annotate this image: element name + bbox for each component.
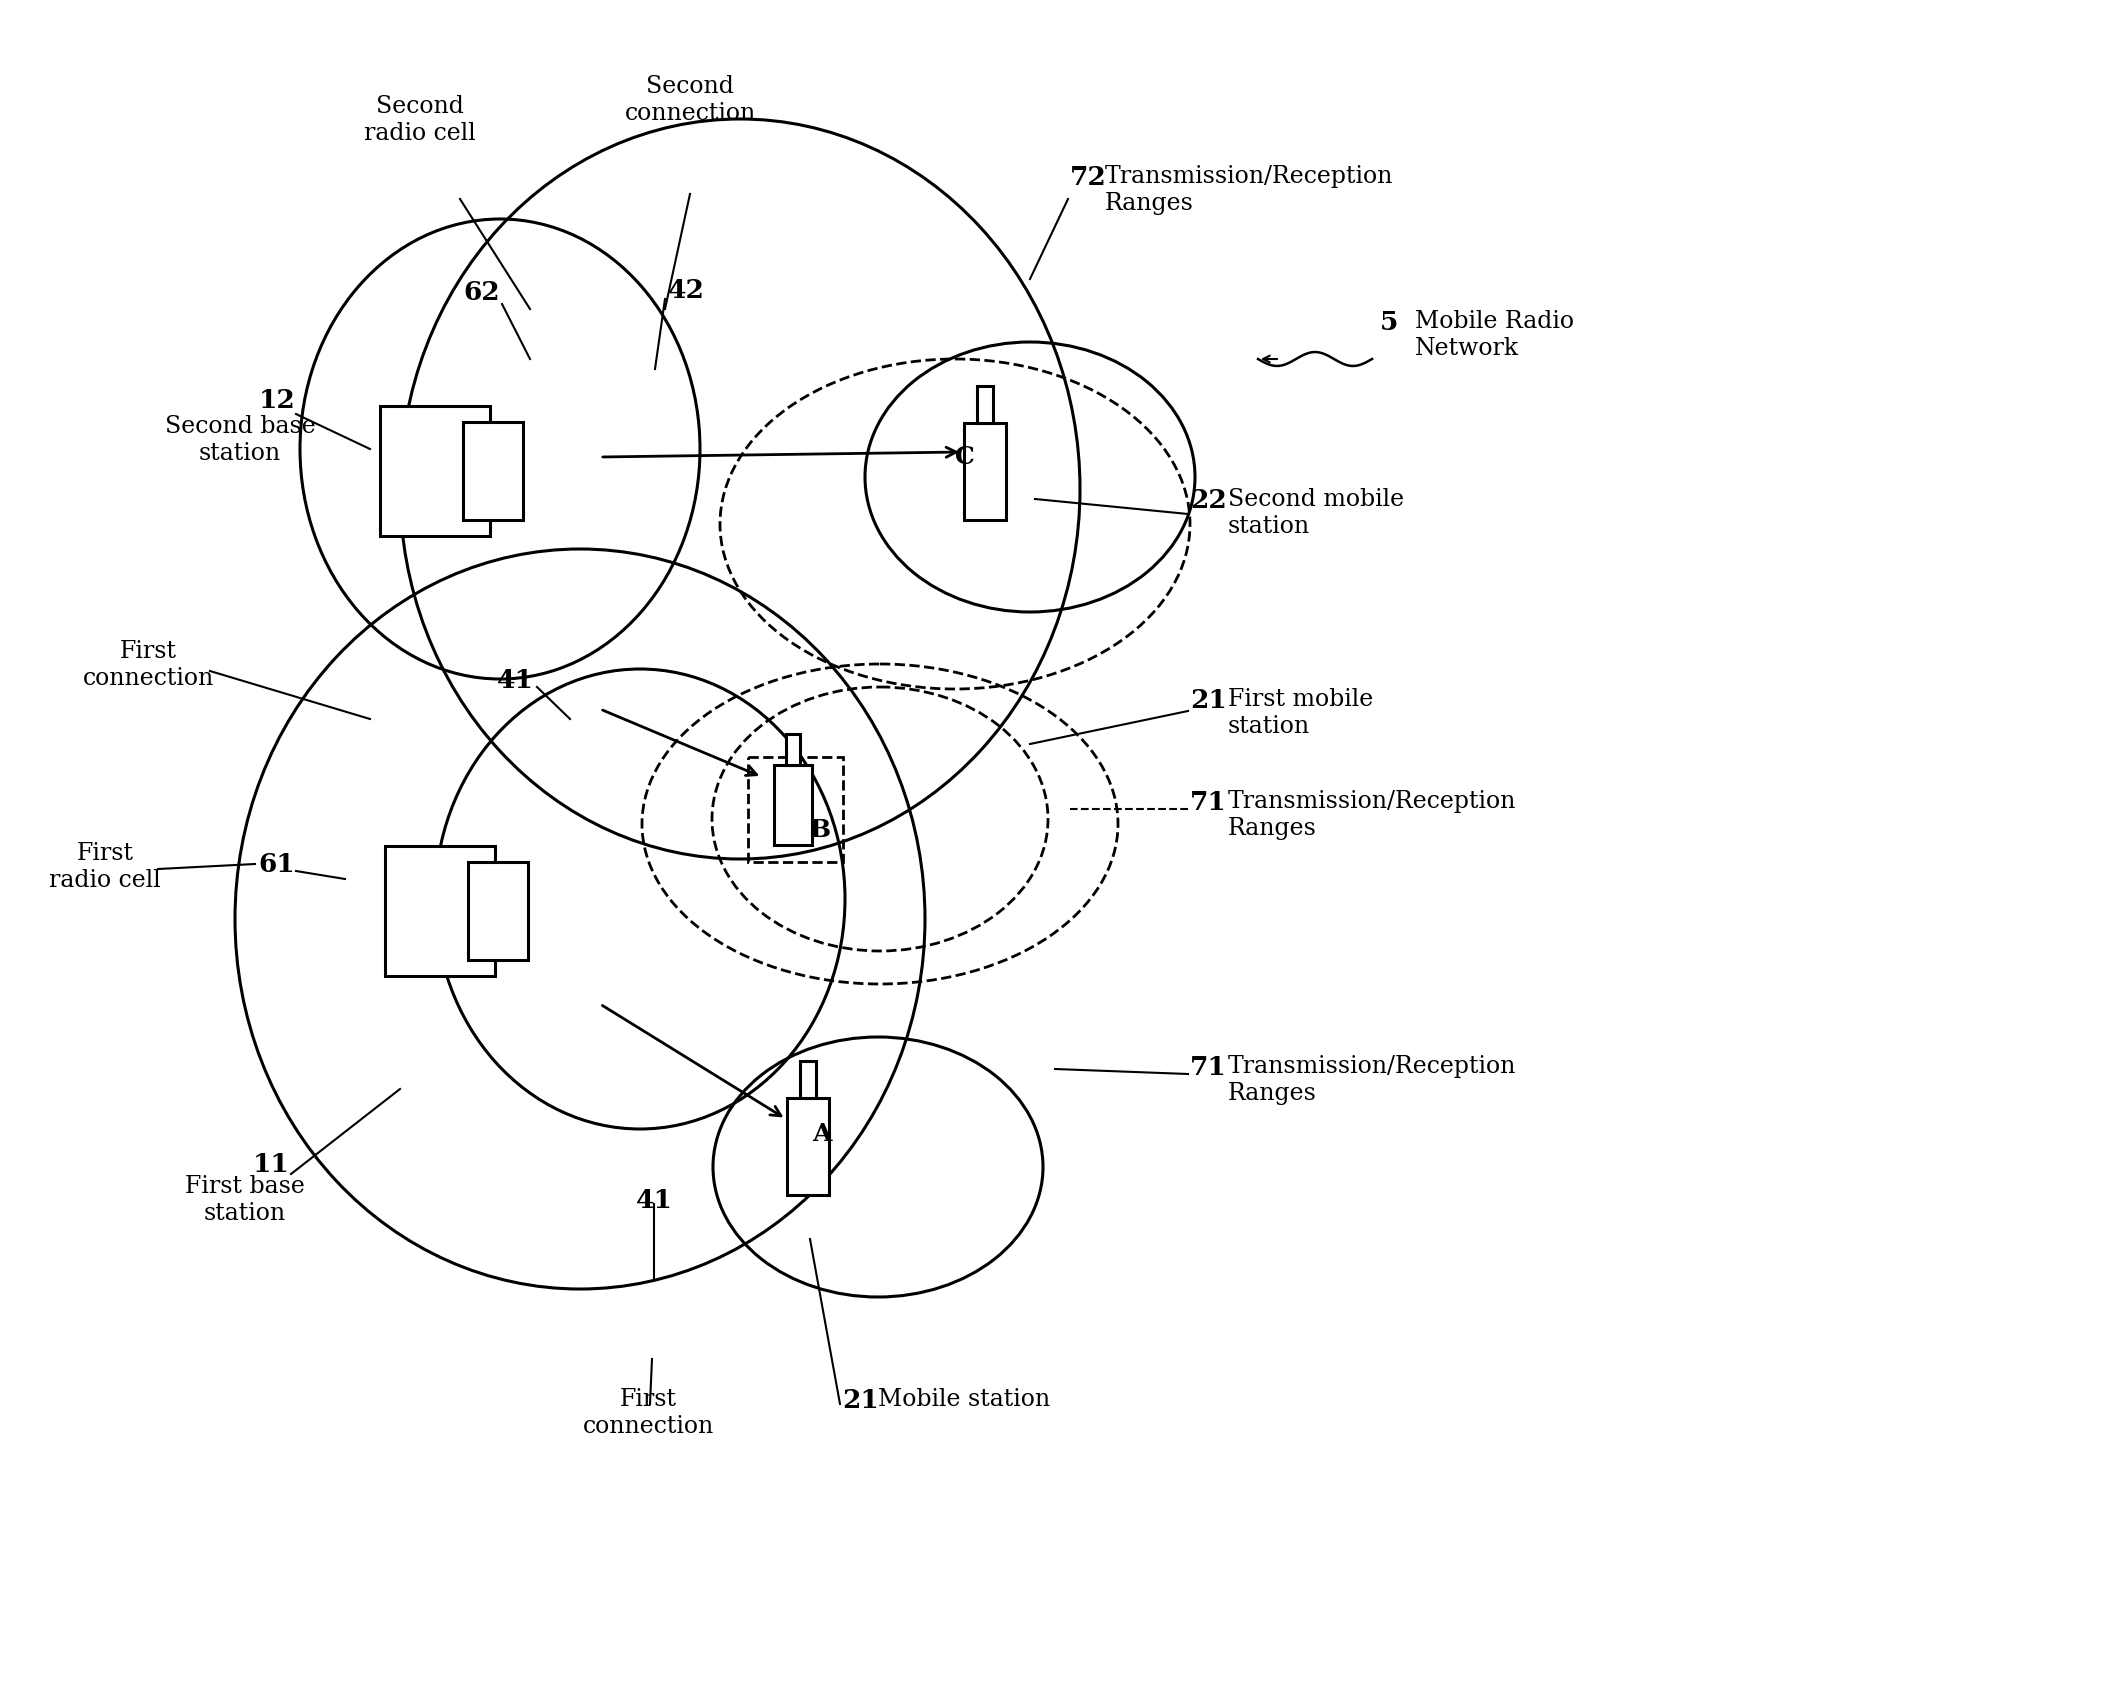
Text: 21: 21 — [841, 1387, 879, 1412]
Text: Transmission/Reception
Ranges: Transmission/Reception Ranges — [1227, 789, 1516, 839]
Text: Second base
station: Second base station — [165, 415, 316, 464]
Text: Second mobile
station: Second mobile station — [1227, 488, 1405, 537]
Text: 71: 71 — [1189, 1054, 1227, 1079]
Text: B: B — [810, 817, 831, 841]
Text: First
radio cell: First radio cell — [49, 841, 160, 892]
Text: 42: 42 — [669, 277, 704, 302]
Text: First mobile
station: First mobile station — [1227, 687, 1373, 736]
Text: 41: 41 — [635, 1187, 673, 1213]
Text: 72: 72 — [1069, 166, 1107, 189]
Text: 22: 22 — [1189, 488, 1227, 513]
Bar — [380, 407, 489, 537]
Bar — [964, 424, 1006, 520]
Text: C: C — [955, 444, 974, 470]
Bar — [787, 735, 799, 765]
Text: 11: 11 — [253, 1152, 291, 1176]
Text: Transmission/Reception
Ranges: Transmission/Reception Ranges — [1227, 1054, 1516, 1105]
Text: Second
connection: Second connection — [624, 74, 755, 125]
Bar — [976, 387, 993, 424]
Bar — [386, 846, 496, 976]
Text: A: A — [812, 1121, 831, 1145]
Text: Transmission/Reception
Ranges: Transmission/Reception Ranges — [1105, 166, 1394, 215]
Text: 61: 61 — [259, 851, 295, 877]
Text: Second
radio cell: Second radio cell — [365, 95, 477, 145]
Text: 5: 5 — [1379, 309, 1398, 334]
Text: 41: 41 — [498, 667, 534, 692]
Text: 21: 21 — [1189, 687, 1227, 713]
Text: First base
station: First base station — [186, 1174, 306, 1225]
Bar — [749, 758, 844, 863]
Text: 62: 62 — [464, 280, 500, 304]
Bar — [787, 1098, 829, 1196]
Bar — [801, 1061, 816, 1098]
Bar — [462, 422, 523, 522]
Text: 12: 12 — [257, 388, 295, 412]
Text: Mobile Radio
Network: Mobile Radio Network — [1415, 309, 1573, 360]
Text: First
connection: First connection — [582, 1387, 713, 1437]
Bar — [468, 861, 527, 961]
Text: First
connection: First connection — [82, 640, 213, 689]
Bar — [774, 765, 812, 846]
Text: 71: 71 — [1189, 789, 1227, 814]
Text: Mobile station: Mobile station — [877, 1387, 1050, 1410]
